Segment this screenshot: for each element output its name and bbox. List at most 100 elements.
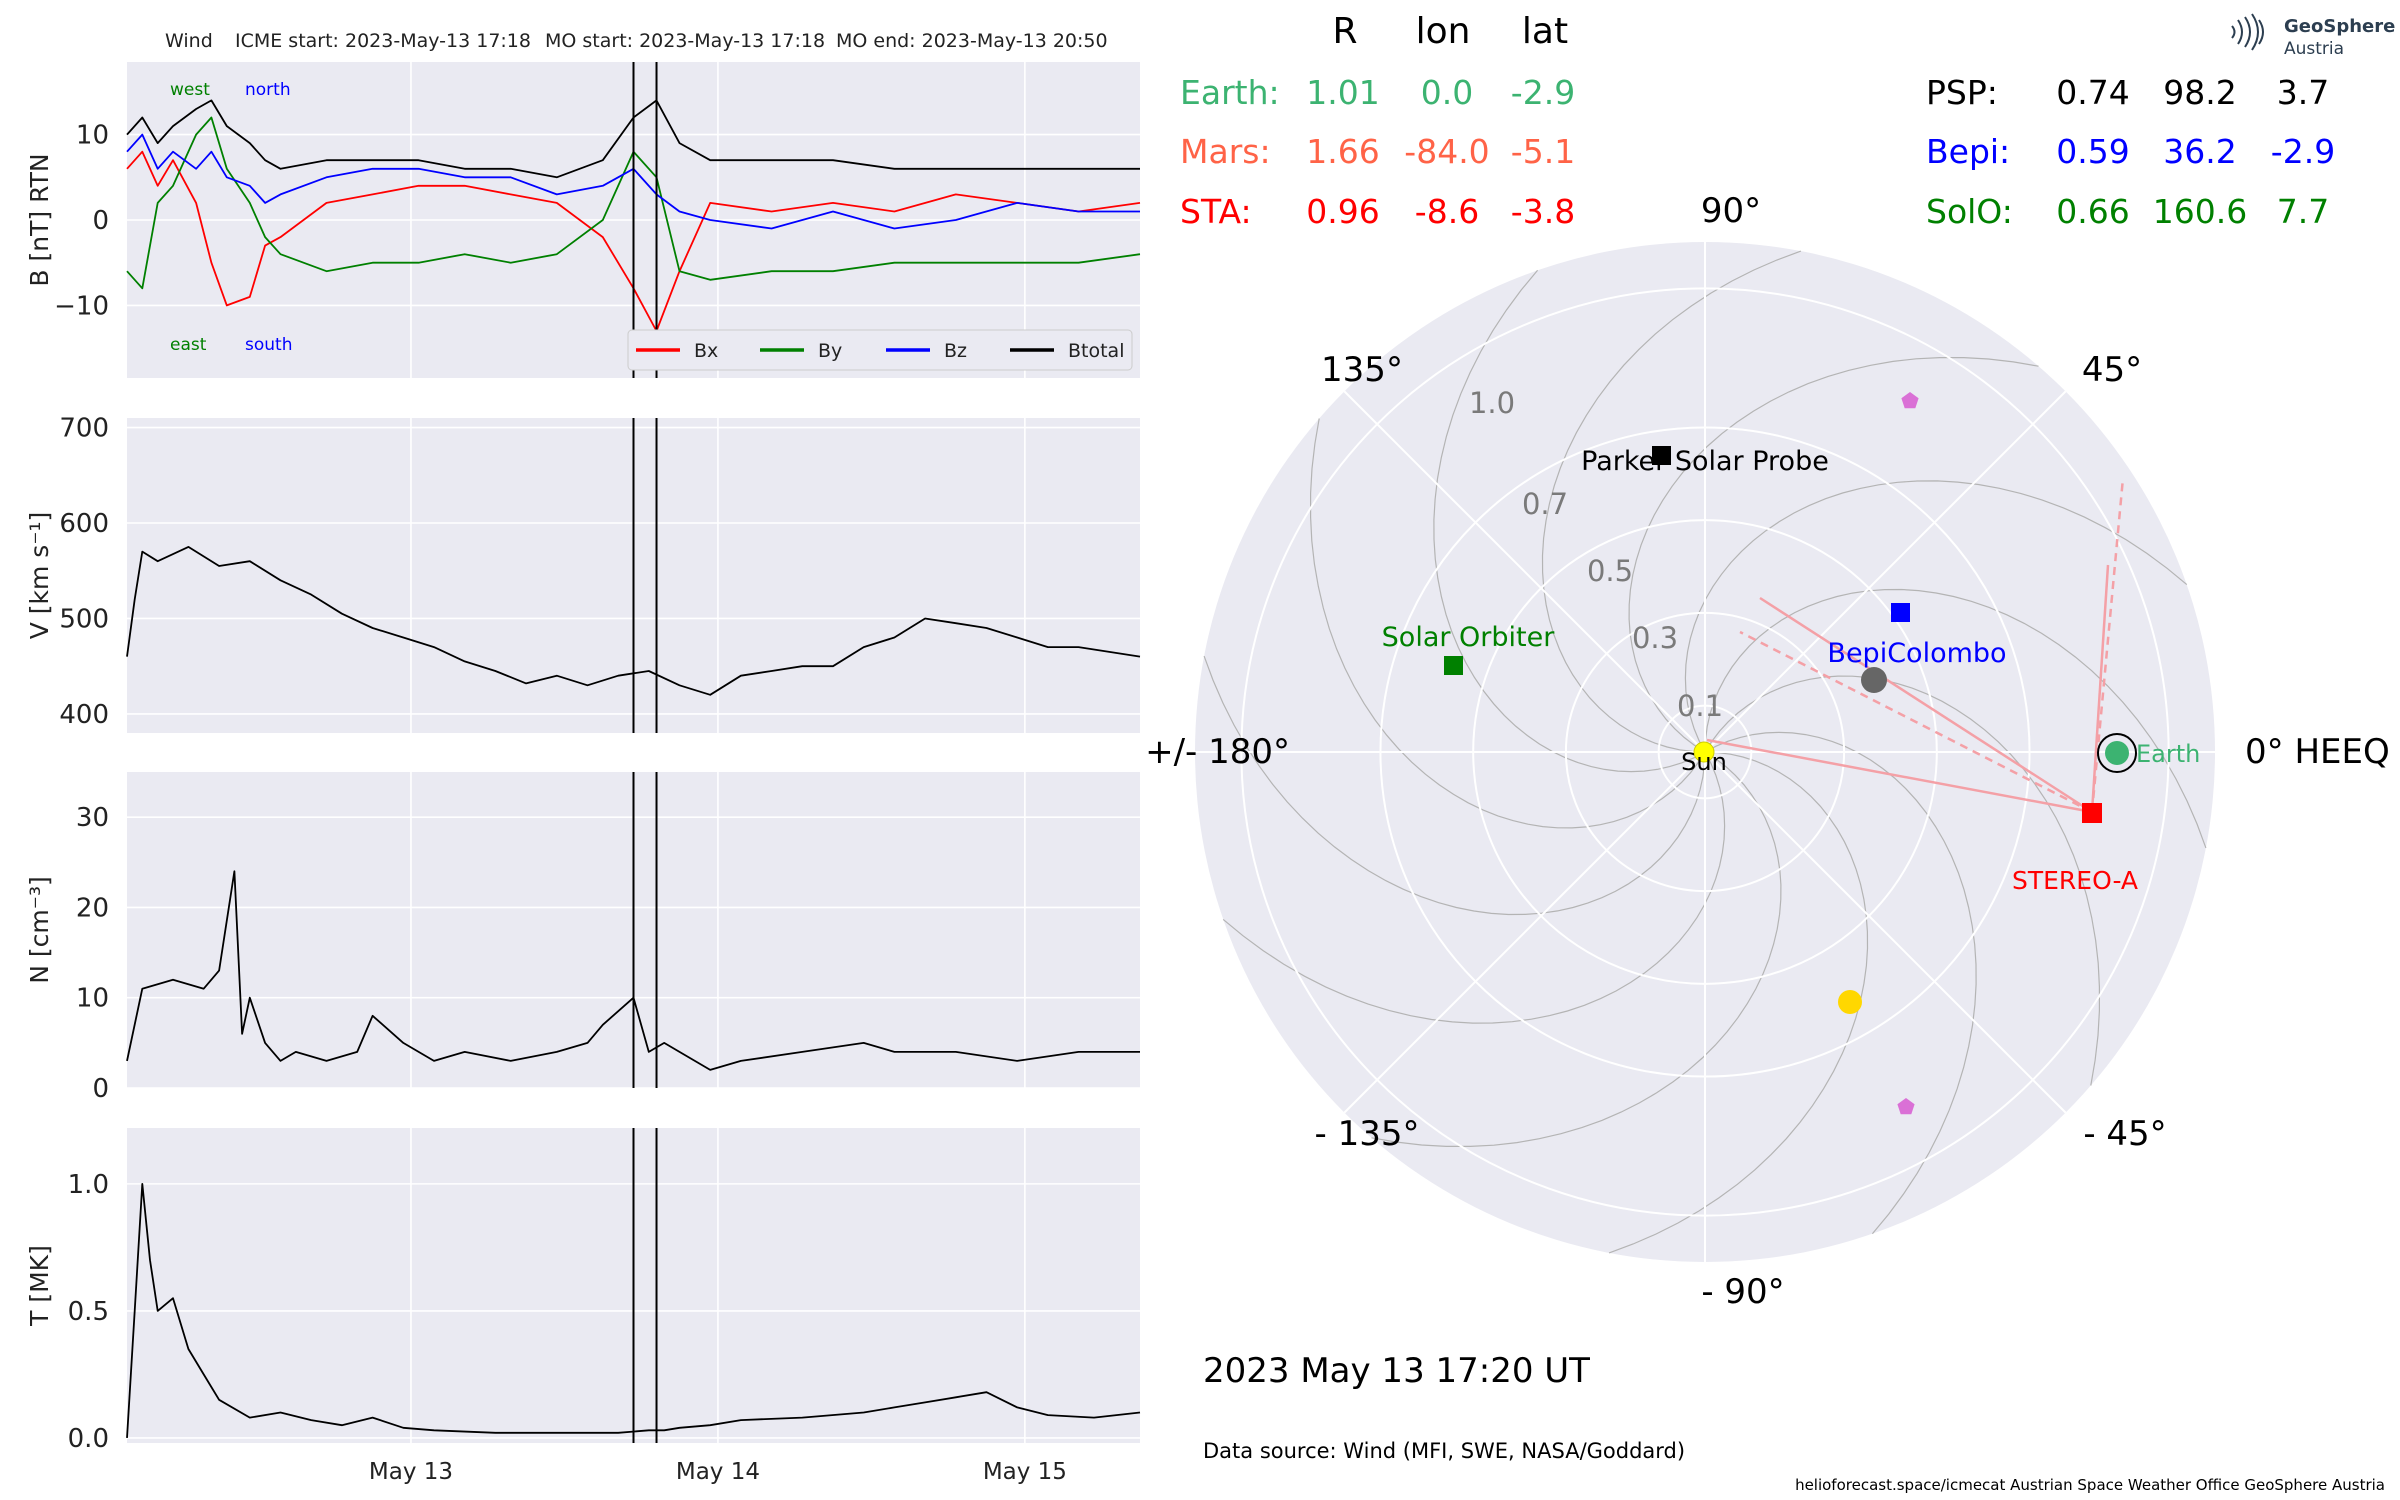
- x-tick-label: May 13: [369, 1459, 453, 1485]
- col-header-lon: lon: [1416, 11, 1471, 52]
- angle-label: +/- 180°: [1145, 732, 1290, 772]
- table-cell-name: Earth:: [1180, 73, 1280, 112]
- table-cell-lat: 3.7: [2277, 73, 2329, 112]
- bepicolombo-marker: [1891, 603, 1910, 622]
- radial-label: 0.3: [1632, 621, 1678, 655]
- y-tick-label: 10: [76, 121, 109, 151]
- legend-label: By: [818, 340, 842, 362]
- angular-gridline: [1704, 390, 2067, 753]
- panel-2: 30 20 10 0 N [cm⁻³]: [25, 772, 1140, 1104]
- panel-0: 10 0 −10B [nT] RTN west north east south Bx By Bz…: [25, 62, 1141, 378]
- pentagon-marker: [1901, 392, 1919, 409]
- y-axis-label: B [nT] RTN: [25, 153, 54, 286]
- parker-spiral: [1628, 357, 2039, 753]
- y-axis-label: T [MK]: [25, 1245, 54, 1327]
- table-row: Mars: 1.66 -84.0 -5.1: [1180, 132, 1575, 171]
- series-Bx: [126, 150, 1141, 332]
- timestamp: 2023 May 13 17:20 UT: [1203, 1351, 1590, 1391]
- sta-line: [1706, 738, 2093, 814]
- y-tick-label: 0: [92, 1074, 109, 1104]
- parker-spiral: [1684, 480, 2188, 753]
- table-row: PSP: 0.74 98.2 3.7: [1926, 73, 2329, 112]
- solar-orbiter-marker: [1444, 656, 1463, 675]
- position-table: R lon lat Earth: 1.01 0.0 -2.9 Mars: 1.66 -84.…: [1180, 11, 2335, 231]
- legend-label: Bz: [944, 340, 967, 362]
- parker-spiral: [1541, 250, 1802, 753]
- angle-label: 90°: [1701, 191, 1761, 231]
- col-header-lat: lat: [1522, 11, 1568, 52]
- angle-label: - 45°: [2083, 1114, 2166, 1154]
- annotation-south: south: [245, 335, 292, 355]
- table-cell-r: 1.66: [1306, 132, 1379, 171]
- table-cell-name: Mars:: [1180, 132, 1271, 171]
- stereo-a-label: STEREO-A: [2012, 866, 2138, 895]
- table-row: STA: 0.96 -8.6 -3.8: [1180, 192, 1575, 231]
- angle-label: 45°: [2082, 350, 2142, 390]
- angle-label: - 135°: [1315, 1114, 1420, 1154]
- annotation-north: north: [245, 80, 291, 100]
- y-tick-label: 600: [59, 509, 109, 539]
- parker-spiral: [1203, 655, 1706, 916]
- table-cell-r: 0.59: [2056, 132, 2129, 171]
- angle-label: - 90°: [1701, 1272, 1784, 1312]
- series-N: [126, 870, 1140, 1071]
- radial-label: 1.0: [1469, 386, 1515, 420]
- table-cell-lon: 0.0: [1421, 73, 1473, 112]
- table-cell-r: 0.74: [2056, 73, 2129, 112]
- series-V: [126, 546, 1141, 696]
- parker-spiral: [1704, 588, 2207, 849]
- table-cell-lat: -2.9: [2271, 132, 2335, 171]
- radial-label: 0.5: [1587, 554, 1633, 588]
- table-cell-lon: -8.6: [1415, 192, 1479, 231]
- pentagon-marker: [1897, 1098, 1915, 1115]
- angular-gridline: [1704, 751, 2067, 1114]
- legend: Bx By Bz Btotal: [627, 329, 1133, 371]
- earth-marker: [2105, 741, 2129, 765]
- y-axis-label: N [cm⁻³]: [25, 876, 54, 983]
- venus-marker: [1838, 990, 1862, 1014]
- col-header-r: R: [1332, 11, 1357, 52]
- data-source: Data source: Wind (MFI, SWE, NASA/Goddar…: [1203, 1439, 1685, 1463]
- parker-spiral: [1608, 751, 1869, 1254]
- header-mo-start: MO start: 2023-May-13 17:18: [545, 30, 825, 52]
- parker-spiral: [1433, 269, 1706, 773]
- y-tick-label: 20: [76, 893, 109, 923]
- footer-credits: helioforecast.space/icmecat Austrian Spa…: [1795, 1476, 2385, 1494]
- y-tick-label: 400: [59, 700, 109, 730]
- earth-ring: [2097, 733, 2137, 773]
- parker-solar-probe-marker: [1652, 446, 1671, 465]
- table-cell-lon: 36.2: [2163, 132, 2236, 171]
- table-cell-lon: -84.0: [1404, 132, 1489, 171]
- header-spacecraft: Wind: [165, 30, 213, 52]
- sun-marker: [1693, 741, 1715, 763]
- table-row: Bepi: 0.59 36.2 -2.9: [1926, 132, 2335, 171]
- table-cell-lat: 7.7: [2277, 192, 2329, 231]
- table-cell-lat: -2.9: [1511, 73, 1575, 112]
- geosphere-logo: GeoSphere Austria: [2231, 13, 2395, 59]
- sun-label: Sun: [1681, 748, 1727, 776]
- annotation-west: west: [170, 80, 210, 100]
- y-axis-label: V [km s⁻¹]: [25, 512, 54, 640]
- parker-spiral: [1222, 751, 1726, 1024]
- table-cell-name: STA:: [1180, 192, 1252, 231]
- table-cell-r: 0.96: [1306, 192, 1379, 231]
- y-tick-label: 0: [92, 206, 109, 236]
- series-T: [126, 1183, 1141, 1438]
- y-tick-label: 10: [76, 984, 109, 1014]
- angle-label: 135°: [1321, 350, 1403, 390]
- radial-label: 0.7: [1522, 487, 1568, 521]
- angular-gridline: [1343, 390, 1706, 753]
- y-tick-label: 1.0: [68, 1170, 109, 1200]
- header-icme-start: ICME start: 2023-May-13 17:18: [235, 30, 531, 52]
- y-tick-label: 0.5: [68, 1297, 109, 1327]
- sta-line: [2090, 564, 2110, 813]
- x-tick-label: May 15: [983, 1459, 1067, 1485]
- series-By: [126, 116, 1141, 290]
- table-row: Earth: 1.01 0.0 -2.9: [1180, 73, 1575, 112]
- angular-gridline: [1343, 751, 1706, 1114]
- table-cell-lon: 98.2: [2163, 73, 2236, 112]
- parker-solar-probe-label: Parker Solar Probe: [1581, 446, 1829, 477]
- y-tick-label: 500: [59, 604, 109, 634]
- radial-label: 0.1: [1677, 689, 1723, 723]
